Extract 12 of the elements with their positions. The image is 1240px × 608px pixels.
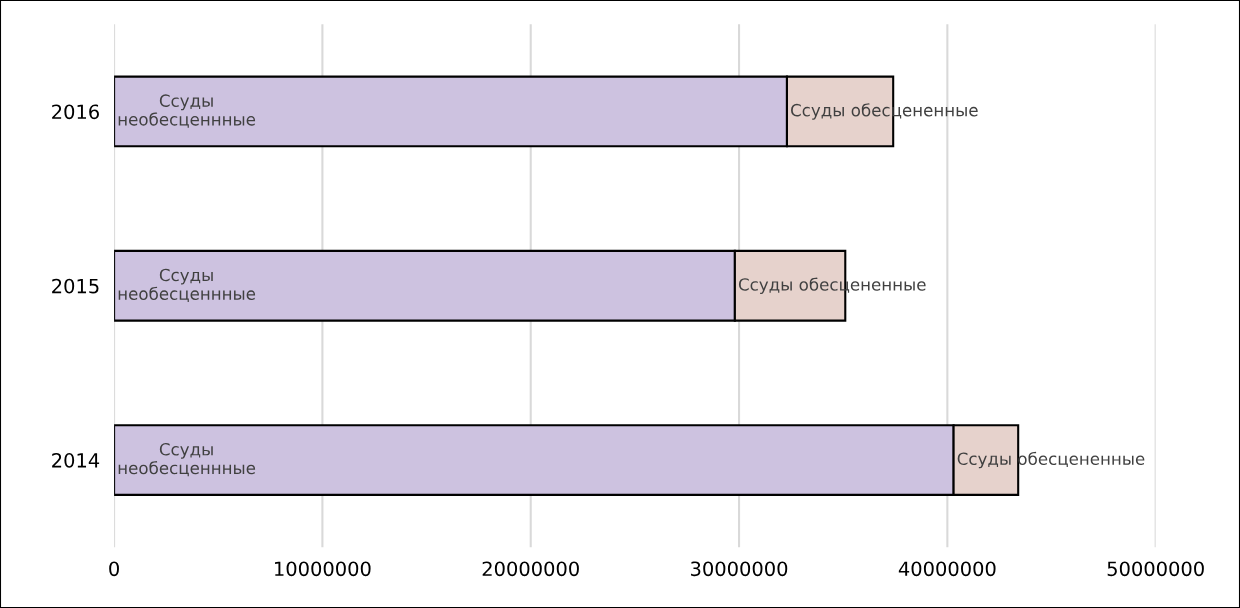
x-tick-label: 10000000 — [275, 561, 371, 577]
x-tick-label: 0 — [109, 561, 119, 577]
y-tick-label: 2014 — [52, 453, 100, 468]
x-tick-label: 30000000 — [691, 561, 788, 577]
y-tick-label: 2016 — [52, 104, 99, 120]
x-tick-label: 50000000 — [1107, 561, 1204, 577]
x-tick-label: 20000000 — [482, 561, 579, 577]
text: Ссуды необесценнные — [118, 442, 256, 477]
x-tick-label: 40000000 — [898, 561, 996, 577]
y-tick-label: 2015 — [52, 278, 99, 294]
text: Ссуды необесценнные — [118, 268, 256, 302]
series-label: Ссуды необесценнные — [118, 94, 256, 128]
